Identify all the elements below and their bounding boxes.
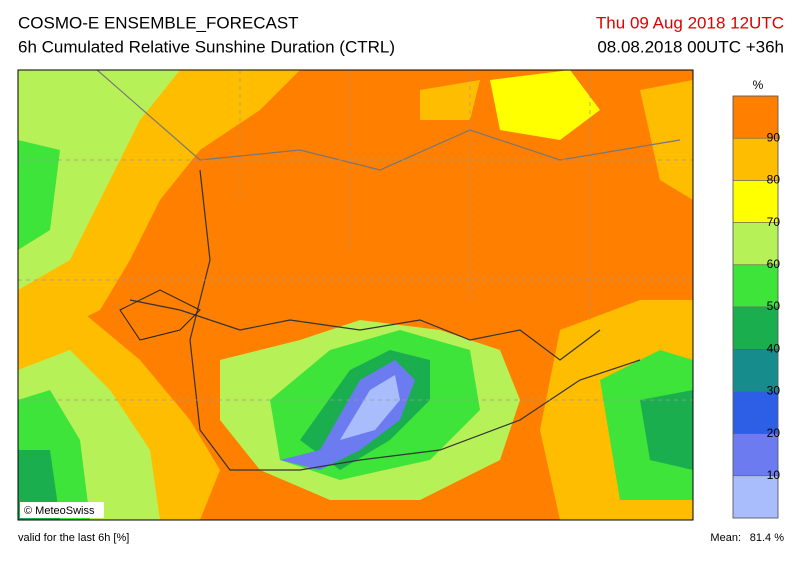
copyright: © MeteoSwiss [24,505,95,517]
valid-time: Thu 09 Aug 2018 12UTC [596,13,784,32]
colorbar: % 10 20 30 40 50 60 70 80 90 [732,78,781,519]
colorbar-tick-label: 30 [767,384,781,398]
colorbar-tick-label: 80 [767,173,781,187]
colorbar-tick-label: 70 [767,215,781,229]
run-time: 08.08.2018 00UTC +36h [597,37,784,56]
subtitle: 6h Cumulated Relative Sunshine Duration … [18,37,395,56]
colorbar-tick-label: 10 [767,468,781,482]
footer-note: valid for the last 6h [%] [18,532,129,544]
colorbar-unit: % [753,78,764,92]
colorbar-bin [732,137,779,181]
colorbar-tick-label: 20 [767,426,781,440]
colorbar-bin [732,180,779,223]
colorbar-bin [732,264,779,308]
colorbar-bin [732,222,779,266]
colorbar-tick-label: 90 [767,130,781,144]
copyright-box [20,502,104,518]
colorbar-tick-label: 60 [767,257,781,271]
colorbar-bin [732,475,779,519]
title: COSMO-E ENSEMBLE_FORECAST [18,13,299,32]
colorbar-tick-label: 40 [767,341,781,355]
map: © MeteoSwiss [17,69,694,521]
colorbar-tick-label: 50 [767,299,781,313]
mean-label: Mean: [710,532,741,544]
mean-value: 81.4 % [750,532,784,544]
